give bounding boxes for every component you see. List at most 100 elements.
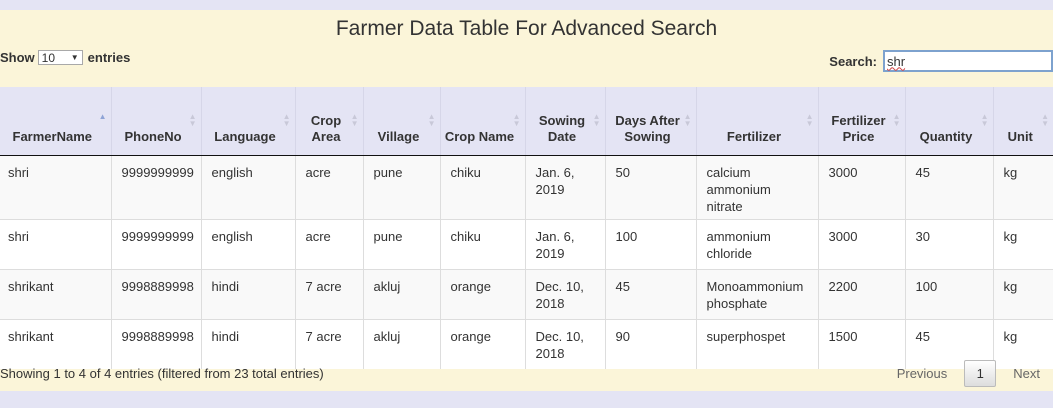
table-cell: shri [0, 155, 111, 219]
search-control: Search: shr [829, 50, 1053, 72]
table-cell: 30 [904, 218, 993, 269]
table-cell: acre [294, 155, 363, 219]
table-cell: acre [294, 218, 363, 269]
column-header-label: Village [377, 128, 420, 144]
column-header-label: Crop Area [310, 112, 342, 144]
table-cell: 3000 [817, 155, 905, 219]
table-cell: 9999999999 [110, 218, 201, 269]
table-info: Showing 1 to 4 of 4 entries (filtered fr… [0, 366, 324, 381]
table-cell: Dec. 10, 2018 [524, 268, 605, 319]
table-cell: ammonium chloride [695, 218, 818, 269]
sort-arrows-icon: ▲ ▼ [892, 112, 901, 128]
table-cell: 3000 [817, 218, 905, 269]
column-header-label: Sowing Date [538, 112, 586, 144]
table-row: shrikant 9998889998 hindi 7 acre akluj orange… [0, 268, 1053, 319]
table-cell: Jan. 6, 2019 [524, 155, 605, 219]
entries-select-value: 10 [41, 50, 56, 65]
table-cell: Jan. 6, 2019 [524, 218, 605, 269]
table-cell: akluj [362, 268, 440, 319]
column-header-label: FarmerName [12, 128, 93, 144]
table-row: shrikant 9998889998 hindi 7 acre akluj orange… [0, 318, 1053, 369]
sort-arrows-icon: ▲ ▼ [683, 112, 692, 128]
column-header-8[interactable]: Fertilizer ▲ ▼ [695, 87, 818, 156]
table-cell: 90 [604, 318, 696, 369]
column-header-11[interactable]: Unit ▲ ▼ [992, 87, 1053, 156]
chevron-down-icon: ▼ [70, 53, 79, 62]
table-cell: 100 [604, 218, 696, 269]
table-cell: chiku [439, 155, 525, 219]
table-row: shri 9999999999 english acre pune chiku Jan. 6… [0, 155, 1053, 219]
table-cell: 45 [604, 268, 696, 319]
sort-arrows-icon: ▲ ▼ [980, 112, 989, 128]
table-cell: pune [362, 218, 440, 269]
page-title: Farmer Data Table For Advanced Search [335, 17, 718, 40]
table-cell: shrikant [0, 318, 111, 369]
column-header-4[interactable]: Village ▲ ▼ [362, 87, 440, 156]
table-cell: Dec. 10, 2018 [524, 318, 605, 369]
next-button[interactable]: Next [1013, 366, 1040, 381]
table-cell: english [200, 155, 295, 219]
sort-arrows-icon: ▲ ▼ [350, 112, 359, 128]
table-cell: english [200, 218, 295, 269]
table-cell: shri [0, 218, 111, 269]
sort-arrows-icon: ▲ ▼ [282, 112, 291, 128]
table-cell: kg [992, 268, 1053, 319]
entries-select[interactable]: 10 ▼ [37, 50, 83, 65]
table-body: shri 9999999999 english acre pune chiku Jan. 6… [0, 155, 1053, 369]
column-header-10[interactable]: Quantity ▲ ▼ [904, 87, 993, 156]
previous-button[interactable]: Previous [896, 366, 948, 381]
sort-arrows-icon: ▲ [98, 112, 107, 121]
table-cell: chiku [439, 218, 525, 269]
table-cell: 50 [604, 155, 696, 219]
entries-label: entries [87, 50, 131, 65]
table-cell: 45 [904, 155, 993, 219]
table-cell: shrikant [0, 268, 111, 319]
table-cell: kg [992, 155, 1053, 219]
column-header-6[interactable]: Sowing Date ▲ ▼ [524, 87, 605, 156]
table-cell: akluj [362, 318, 440, 369]
table-cell: 100 [904, 268, 993, 319]
entries-length-control: Show 10 ▼ entries [0, 50, 130, 65]
table-cell: hindi [200, 268, 295, 319]
column-header-label: Quantity [919, 128, 973, 144]
column-header-label: PhoneNo [124, 128, 182, 144]
table-cell: 9998889998 [110, 268, 201, 319]
search-label: Search: [829, 53, 877, 69]
column-header-3[interactable]: Crop Area ▲ ▼ [294, 87, 363, 156]
table-cell: orange [439, 318, 525, 369]
column-header-label: Unit [1007, 128, 1033, 144]
table-cell: 7 acre [294, 318, 363, 369]
table-cell: orange [439, 268, 525, 319]
sort-arrows-icon: ▲ ▼ [188, 112, 197, 128]
column-header-label: Fertilizer [726, 128, 782, 144]
search-input[interactable]: shr [883, 50, 1053, 72]
column-header-1[interactable]: PhoneNo ▲ ▼ [110, 87, 201, 156]
column-header-label: Crop Name [444, 128, 515, 144]
table-cell: pune [362, 155, 440, 219]
sort-arrows-icon: ▲ ▼ [512, 112, 521, 128]
sort-arrows-icon: ▲ ▼ [427, 112, 436, 128]
table-cell: 9999999999 [110, 155, 201, 219]
pagination: Previous 1 Next [884, 360, 1053, 387]
column-header-0[interactable]: FarmerName ▲ [0, 87, 111, 156]
table-cell: 2200 [817, 268, 905, 319]
column-header-2[interactable]: Language ▲ ▼ [200, 87, 295, 156]
show-label: Show [0, 50, 35, 65]
table-header-row: FarmerName ▲ PhoneNo ▲ ▼ Language ▲ ▼ Crop Area ▲… [0, 87, 1053, 156]
table-cell: hindi [200, 318, 295, 369]
sort-arrows-icon: ▲ ▼ [1041, 112, 1049, 128]
column-header-5[interactable]: Crop Name ▲ ▼ [439, 87, 525, 156]
table-cell: Monoammonium phosphate [695, 268, 818, 319]
sort-arrows-icon: ▲ ▼ [805, 112, 814, 128]
page-1-button[interactable]: 1 [964, 360, 997, 387]
column-header-label: Language [214, 128, 276, 144]
table-row: shri 9999999999 english acre pune chiku Jan. 6… [0, 218, 1053, 269]
column-header-7[interactable]: Days After Sowing ▲ ▼ [604, 87, 696, 156]
table-cell: kg [992, 318, 1053, 369]
column-header-9[interactable]: Fertilizer Price ▲ ▼ [817, 87, 905, 156]
table-cell: 1500 [817, 318, 905, 369]
sort-arrows-icon: ▲ ▼ [592, 112, 601, 128]
column-header-label: Fertilizer Price [831, 112, 886, 144]
table-cell: kg [992, 218, 1053, 269]
column-header-label: Days After Sowing [615, 112, 680, 144]
